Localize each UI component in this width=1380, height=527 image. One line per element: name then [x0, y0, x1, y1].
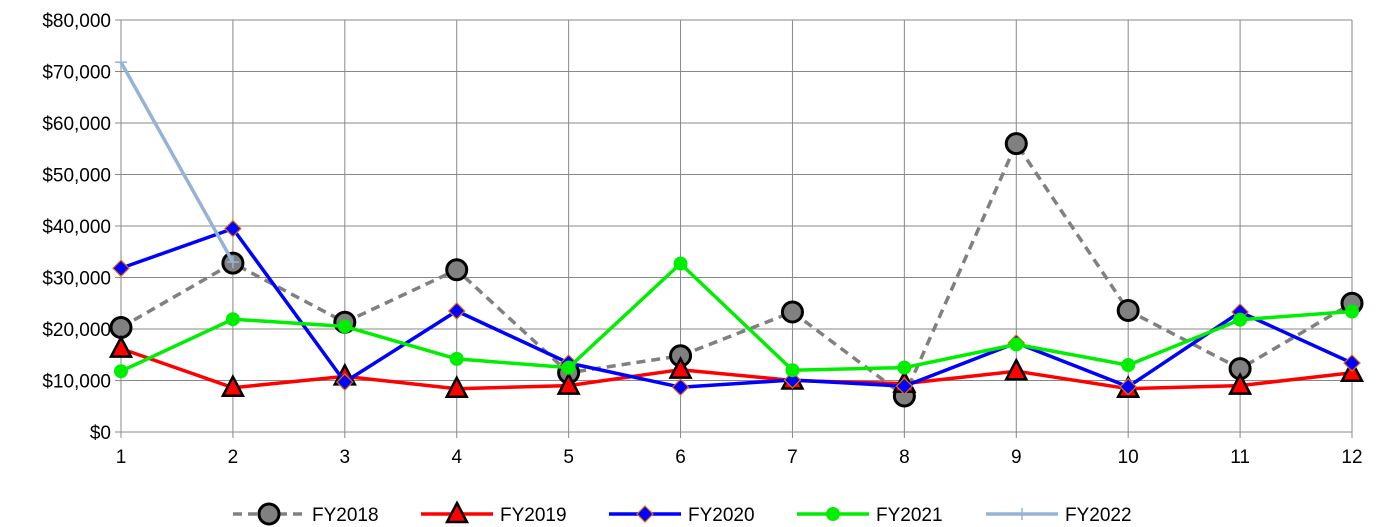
y-tick-label: $70,000: [42, 63, 111, 84]
data-point-fy2022: [115, 56, 127, 69]
x-tick-label: 9: [1011, 447, 1022, 468]
data-point-fy2018: [109, 315, 133, 339]
data-point-fy2021: [225, 312, 240, 327]
data-point-fy2018: [1004, 132, 1028, 156]
x-tick-label: 2: [228, 447, 239, 468]
y-tick-label: $20,000: [42, 320, 111, 341]
data-point-fy2020: [335, 373, 354, 391]
series-fy2021: [114, 256, 1359, 379]
data-point-fy2021: [1345, 304, 1359, 319]
series-line-fy2019: [120, 346, 1353, 391]
data-point-fy2019: [556, 371, 581, 395]
data-point-fy2020: [224, 219, 242, 238]
x-tick-label: 6: [675, 447, 686, 468]
series-line-fy2018: [120, 141, 1353, 398]
series-line-fy2020: [120, 226, 1353, 389]
series-group: [108, 56, 1365, 408]
data-point-fy2019: [444, 375, 469, 398]
data-point-fy2021: [114, 364, 128, 379]
data-point-fy2021: [337, 319, 352, 334]
data-point-fy2020: [1119, 377, 1138, 396]
data-point-fy2018: [445, 258, 469, 282]
legend-label-fy2020: FY2020: [688, 505, 755, 526]
legend-item-fy2022: FY2022: [986, 505, 1132, 526]
x-tick-label: 8: [899, 447, 910, 468]
data-point-fy2022: [226, 256, 239, 269]
y-tick-label: $40,000: [42, 217, 111, 238]
y-tick-label: $50,000: [42, 166, 111, 187]
legend-item-fy2021: FY2021: [797, 505, 943, 526]
data-point-fy2018: [1116, 298, 1140, 322]
legend-swatch-marker-fy2021: [826, 507, 840, 521]
data-point-fy2021: [673, 256, 688, 271]
legend: FY2018 FY2019 FY2020 FY2021 FY2022: [233, 500, 1132, 526]
series-fy2020: [112, 219, 1361, 397]
y-tick-label: $0: [90, 423, 111, 444]
data-point-fy2020: [112, 259, 130, 278]
data-point-fy2020: [671, 378, 690, 397]
legend-label-fy2022: FY2022: [1065, 505, 1132, 526]
y-tick-label: $30,000: [42, 269, 111, 290]
x-axis-tick-labels: 1 2 3 4 5 6 7 8 9 10 11 12: [116, 447, 1363, 468]
legend-swatch-marker-fy2018: [257, 502, 281, 526]
x-tick-label: 1: [116, 447, 127, 468]
data-point-fy2019: [1004, 357, 1029, 381]
x-tick-label: 4: [451, 447, 462, 468]
data-point-fy2021: [897, 360, 912, 375]
data-point-fy2021: [785, 363, 800, 378]
x-tick-label: 10: [1118, 447, 1139, 468]
legend-label-fy2021: FY2021: [876, 505, 943, 526]
legend-item-fy2018: FY2018: [233, 502, 379, 526]
y-tick-label: $80,000: [42, 11, 111, 32]
data-point-fy2021: [449, 351, 464, 366]
data-point-fy2019: [220, 374, 245, 397]
series-line-fy2022: [119, 61, 235, 263]
data-point-fy2020: [783, 371, 802, 389]
x-tick-label: 3: [340, 447, 351, 468]
legend-label-fy2019: FY2019: [500, 505, 567, 526]
series-line-fy2021: [120, 261, 1353, 373]
x-tick-label: 5: [563, 447, 574, 468]
legend-swatch-marker-fy2022: [1016, 508, 1028, 520]
data-point-fy2021: [561, 360, 576, 375]
legend-swatch-marker-fy2020: [636, 505, 654, 523]
y-tick-label: $10,000: [42, 372, 111, 393]
y-axis-tick-labels: $0 $10,000 $20,000 $30,000 $40,000 $50,000 $60…: [42, 11, 111, 444]
series-fy2022: [115, 56, 239, 269]
x-tick-label: 7: [787, 447, 798, 468]
data-point-fy2021: [1233, 312, 1248, 327]
x-tick-label: 11: [1230, 447, 1250, 468]
data-point-fy2020: [895, 377, 914, 396]
legend-item-fy2020: FY2020: [609, 505, 755, 526]
data-point-fy2018: [780, 300, 804, 324]
data-point-fy2019: [108, 334, 134, 358]
x-tick-label: 12: [1341, 447, 1362, 468]
legend-item-fy2019: FY2019: [421, 500, 567, 526]
data-point-fy2019: [668, 356, 693, 379]
data-point-fy2020: [1343, 354, 1361, 372]
y-tick-label: $60,000: [42, 114, 111, 135]
data-point-fy2021: [1009, 337, 1024, 352]
data-point-fy2020: [447, 302, 466, 320]
legend-swatch-marker-fy2019: [444, 500, 470, 524]
data-point-fy2021: [1121, 358, 1136, 373]
data-point-fy2019: [1228, 371, 1253, 395]
legend-label-fy2018: FY2018: [312, 505, 379, 526]
